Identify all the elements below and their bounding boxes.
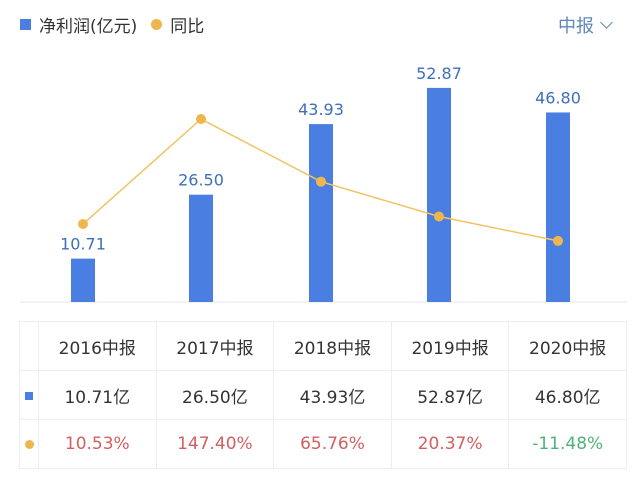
table-cell-yoy: 10.53% [38, 419, 157, 469]
legend: 净利润(亿元) 同比 [20, 12, 204, 37]
bar-data-label: 46.80 [535, 88, 581, 107]
table-cell-profit: 10.71亿 [38, 370, 157, 420]
bar-data-label: 52.87 [416, 64, 462, 83]
chart: 10.71 26.50 43.93 52.87 46.80 [20, 64, 627, 303]
table-header-cell: 2020中报 [508, 321, 627, 371]
line-legend-swatch [151, 19, 163, 30]
yoy-point [78, 219, 88, 230]
yoy-point [434, 211, 444, 222]
table-cell-yoy: 147.40% [155, 419, 275, 469]
table-header-cell: 2017中报 [155, 321, 275, 371]
table-cell-profit: 52.87亿 [390, 370, 510, 420]
table-header-row: 2016中报 2017中报 2018中报 2019中报 2020中报 [19, 321, 627, 371]
line-legend-label: 同比 [170, 17, 205, 37]
data-table: 2016中报 2017中报 2018中报 2019中报 2020中报 10.71亿 26.… [19, 321, 627, 469]
table-row-yoy: 10.53% 147.40% 65.76% 20.37% -11.48% [19, 419, 627, 469]
table-header-cell: 2018中报 [273, 321, 392, 371]
yoy-point [196, 114, 206, 125]
bar [546, 112, 570, 303]
yoy-point [316, 176, 326, 187]
table-cell-profit: 26.50亿 [155, 370, 275, 420]
bar-legend-label: 净利润(亿元) [39, 17, 138, 37]
bar-series-marker [25, 392, 33, 400]
table-cell-profit: 43.93亿 [273, 370, 392, 420]
bar-data-label: 43.93 [298, 100, 344, 119]
period-selector[interactable]: 中报 [558, 12, 613, 38]
bar [71, 258, 95, 302]
table-cell-yoy: -11.48% [508, 419, 627, 469]
bar [189, 194, 213, 302]
period-selector-label: 中报 [558, 16, 594, 37]
table-row-profit: 10.71亿 26.50亿 43.93亿 52.87亿 46.80亿 [19, 370, 627, 420]
table-cell-yoy: 65.76% [273, 419, 392, 469]
yoy-point [553, 235, 563, 246]
bar [309, 124, 333, 303]
bar-data-label: 26.50 [178, 171, 224, 190]
bar-legend-swatch [20, 19, 31, 30]
table-header-cell: 2019中报 [390, 321, 510, 371]
table-header-cell: 2016中报 [38, 321, 157, 371]
table-cell-profit: 46.80亿 [508, 370, 627, 420]
bar-data-label: 10.71 [60, 235, 106, 254]
line-series-marker [24, 440, 34, 449]
table-cell-yoy: 20.37% [390, 419, 510, 469]
bar [427, 87, 451, 303]
